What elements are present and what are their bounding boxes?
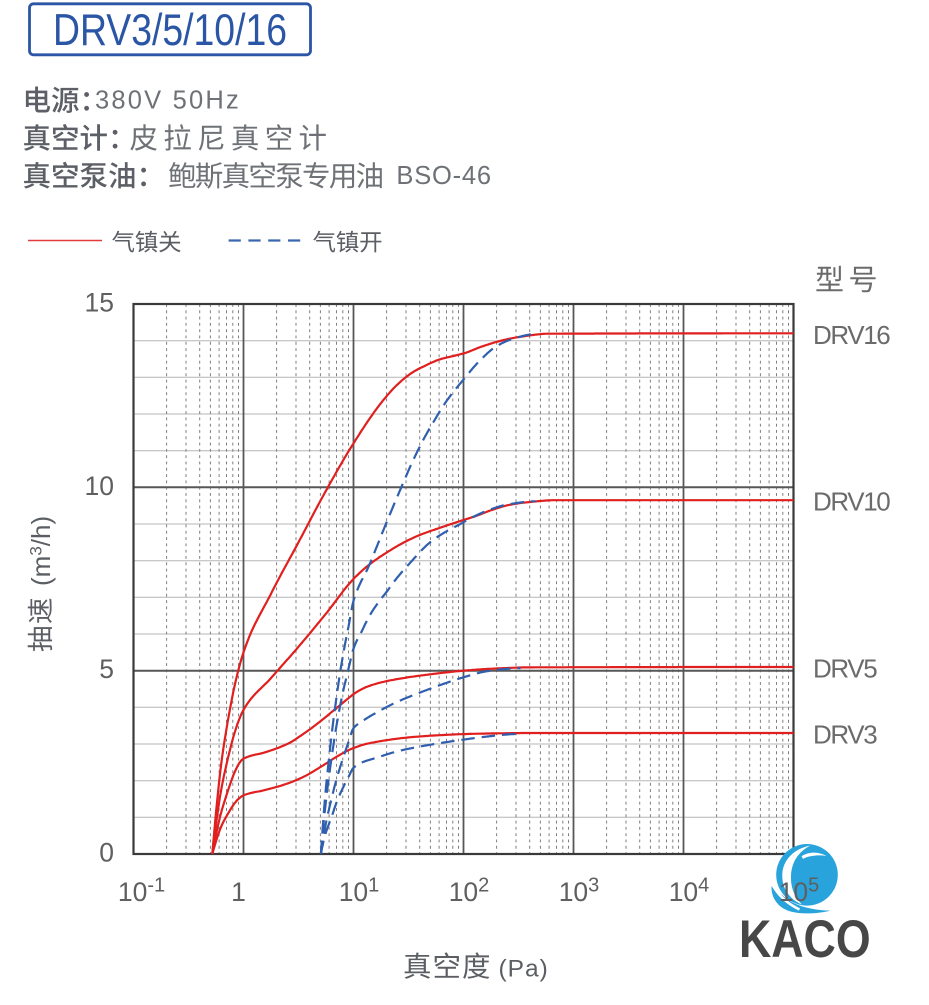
- svg-text:KACO: KACO: [739, 911, 871, 969]
- svg-text:BSO-46: BSO-46: [396, 162, 492, 190]
- svg-text:1: 1: [231, 877, 246, 907]
- svg-text:380V 50Hz: 380V 50Hz: [95, 87, 241, 115]
- svg-text:DRV3: DRV3: [813, 720, 877, 750]
- svg-text:5: 5: [99, 654, 114, 684]
- svg-text:DRV10: DRV10: [813, 487, 890, 517]
- svg-text:0: 0: [99, 838, 114, 868]
- svg-text:DRV3/5/10/16: DRV3/5/10/16: [53, 6, 287, 55]
- svg-text:(Pa): (Pa): [499, 956, 549, 983]
- svg-text:10: 10: [85, 471, 114, 501]
- svg-text:DRV16: DRV16: [813, 320, 890, 350]
- svg-text:DRV5: DRV5: [813, 654, 877, 684]
- svg-text:15: 15: [85, 288, 114, 318]
